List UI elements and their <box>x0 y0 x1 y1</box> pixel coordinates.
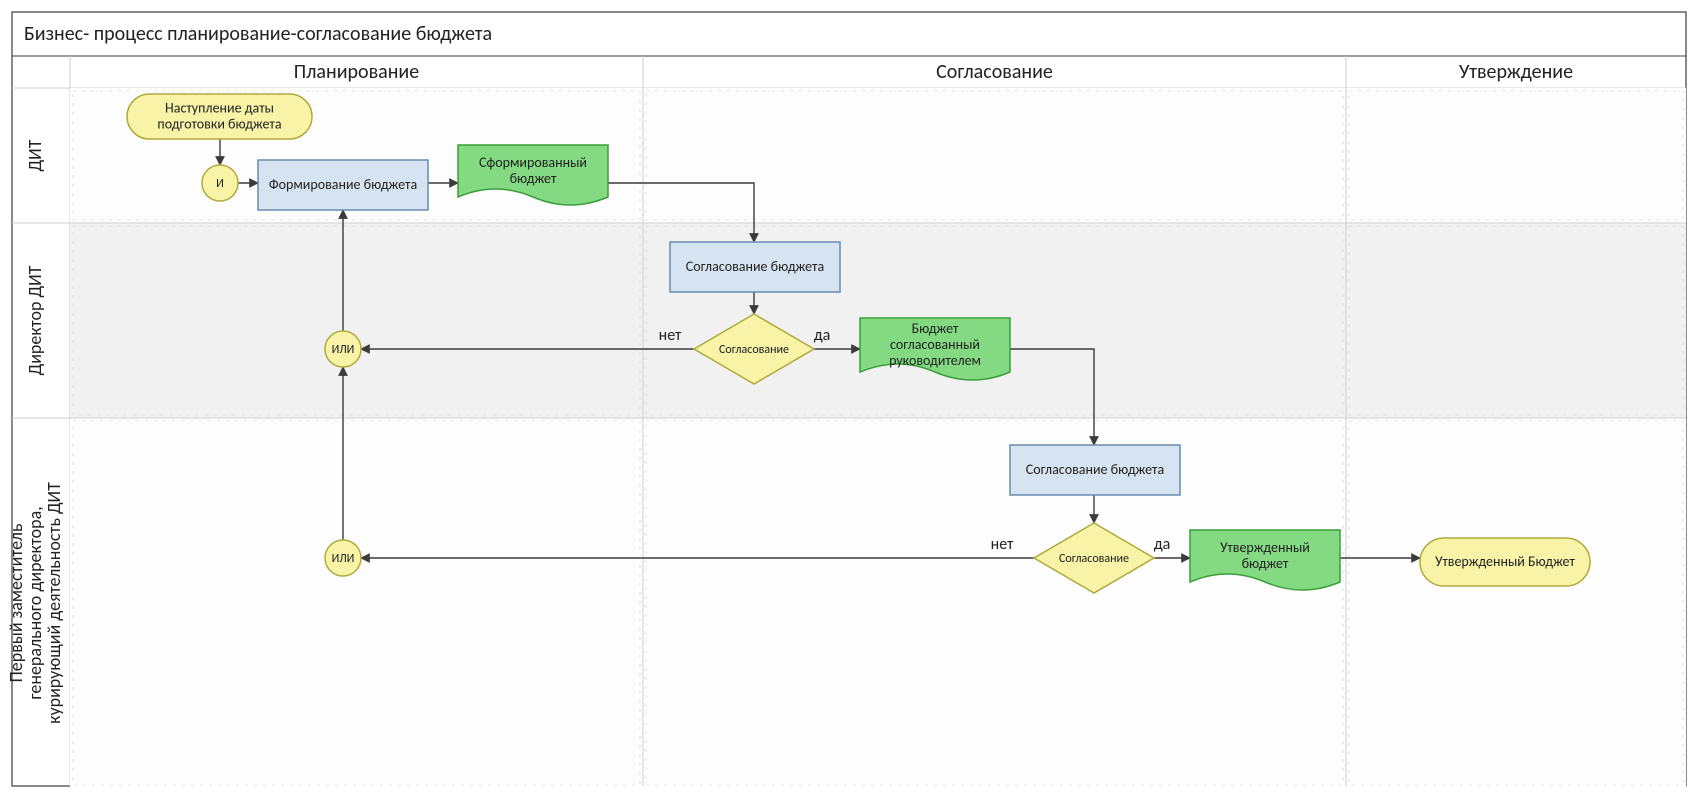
lane-label: Первый заместительгенерального директора… <box>5 482 65 724</box>
gateway-label-or2: ИЛИ <box>332 552 355 566</box>
gateway-label-or1: ИЛИ <box>332 343 355 357</box>
edge-label: нет <box>659 326 682 345</box>
node-label-appr2: Согласование бюджета <box>1026 461 1164 478</box>
node-label-end: Утвержденный Бюджет <box>1435 553 1575 570</box>
diagram-title: Бизнес- процесс планирование-согласовани… <box>24 22 492 46</box>
decision-label-dec2: Согласование <box>1059 552 1129 566</box>
lane-bg <box>70 418 1686 788</box>
gateway-label-and: И <box>216 177 224 191</box>
node-label-start: Наступление датыподготовки бюджета <box>157 99 281 132</box>
edge-label: нет <box>991 535 1014 554</box>
column-header: Планирование <box>294 60 419 84</box>
svg-text:Директор ДИТ: Директор ДИТ <box>24 265 46 375</box>
svg-text:Первый заместительгенерального: Первый заместительгенерального директора… <box>5 482 65 724</box>
node-label-form: Формирование бюджета <box>269 176 417 193</box>
column-header: Согласование <box>936 60 1053 84</box>
lane-label: ДИТ <box>24 139 46 171</box>
edge-label: да <box>1154 535 1171 554</box>
decision-label-dec1: Согласование <box>719 343 789 357</box>
svg-text:ДИТ: ДИТ <box>24 139 46 171</box>
node-label-appr1: Согласование бюджета <box>686 258 824 275</box>
lane-label: Директор ДИТ <box>24 265 46 375</box>
column-header: Утверждение <box>1459 60 1573 84</box>
edge-label: да <box>814 326 831 345</box>
